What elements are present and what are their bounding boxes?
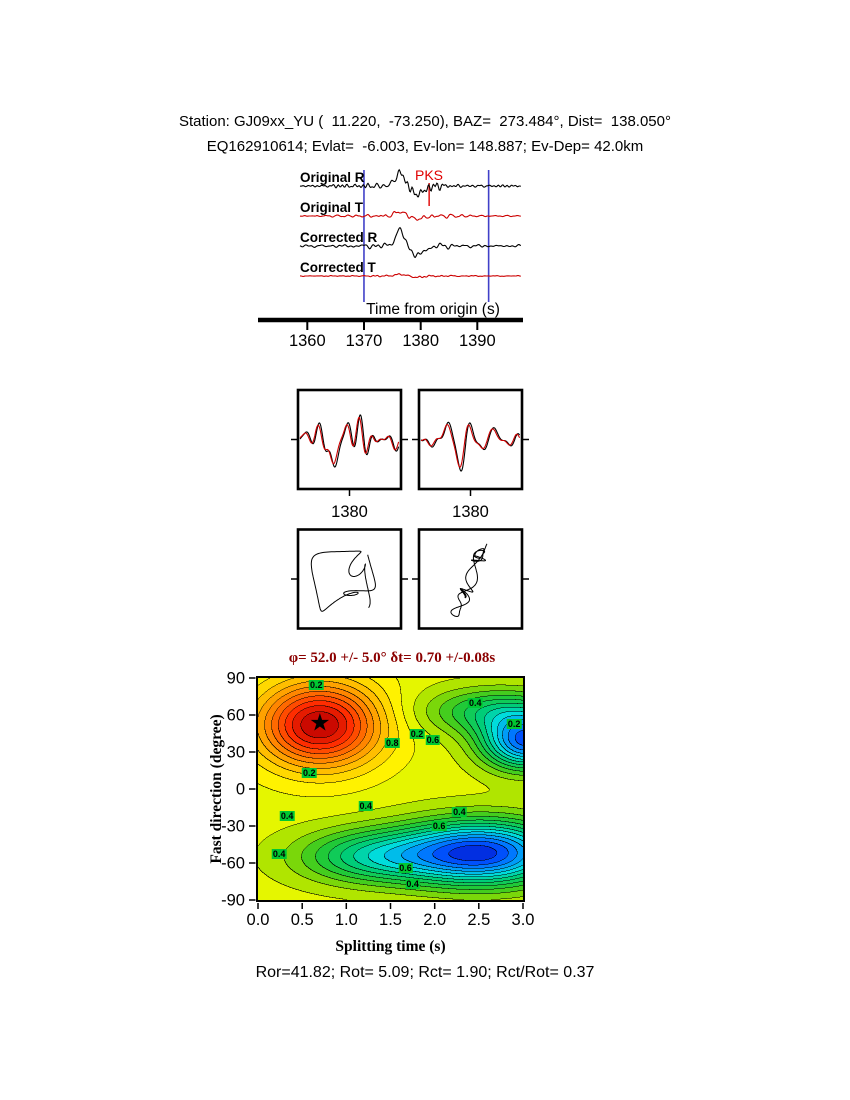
trace-label-original-t: Original T <box>300 200 364 215</box>
seismogram-panel: 1360 1370 1380 1390 Time from origin (s)… <box>258 167 523 350</box>
misfit-title: φ= 52.0 +/- 5.0° δt= 0.70 +/-0.08s <box>288 650 496 666</box>
y-tick-label: 30 <box>227 744 245 762</box>
seismogram-trace <box>300 273 521 279</box>
y-tick-label: -30 <box>221 818 245 836</box>
y-tick-label: 60 <box>227 707 245 725</box>
y-tick-label: -60 <box>221 855 245 873</box>
x-tick-label: 3.0 <box>512 911 535 929</box>
y-axis-label: Fast direction (degree) <box>208 714 225 863</box>
x-tick-label: 0.5 <box>291 911 314 929</box>
header-line1: Station: GJ09xx_YU ( 11.220, -73.250), B… <box>178 113 671 130</box>
x-tick-label: 1.0 <box>335 911 358 929</box>
x-axis-label: Splitting time (s) <box>335 938 445 955</box>
x-tick-label: 2.0 <box>423 911 446 929</box>
windowed-trace <box>299 417 400 465</box>
contour-axes: 0.0 0.5 1.0 1.5 2.0 2.5 3.0 90 60 30 0 -… <box>208 670 535 956</box>
misfit-contour-canvas <box>258 678 523 900</box>
time-tick-label: 1370 <box>346 332 383 350</box>
trace-label-corrected-r: Corrected R <box>300 230 378 245</box>
particle-motion-box-2 <box>417 528 524 630</box>
x-tick-label: 1.5 <box>379 911 402 929</box>
trace-label-original-r: Original R <box>300 170 365 185</box>
window-panels: 1380 1380 <box>291 388 529 630</box>
trace-label-corrected-t: Corrected T <box>300 260 377 275</box>
time-tick-label: 1380 <box>402 332 439 350</box>
time-tick-label: 1390 <box>459 332 496 350</box>
window-box-tick-label: 1380 <box>452 503 489 521</box>
x-tick-label: 0.0 <box>247 911 270 929</box>
window-panels-traces-group <box>299 414 521 617</box>
contour-frame <box>256 676 525 902</box>
y-tick-label: 0 <box>236 781 245 799</box>
phase-label: PKS <box>415 167 443 183</box>
x-tick-label: 2.5 <box>467 911 490 929</box>
y-tick-label: 90 <box>227 670 245 688</box>
particle-motion-path <box>310 550 376 612</box>
windowed-trace <box>299 414 400 468</box>
seismogram-traces-group <box>299 168 522 302</box>
y-tick-label: -90 <box>221 892 245 910</box>
windowed-trace <box>420 421 521 472</box>
header-line2: EQ162910614; Evlat= -6.003, Ev-lon= 148.… <box>206 138 644 155</box>
particle-motion-path <box>450 543 488 617</box>
seismogram-trace <box>299 210 521 221</box>
waveform-compare-box-2 <box>417 388 524 491</box>
window-box-tick-label: 1380 <box>331 503 368 521</box>
seismogram-trace <box>299 168 522 198</box>
seismogram-trace <box>299 226 522 259</box>
time-axis-label: Time from origin (s) <box>366 301 500 318</box>
windowed-trace <box>421 424 521 468</box>
time-tick-label: 1360 <box>289 332 326 350</box>
footer-stats: Ror=41.82; Rot= 5.09; Rct= 1.90; Rct/Rot… <box>255 964 595 981</box>
